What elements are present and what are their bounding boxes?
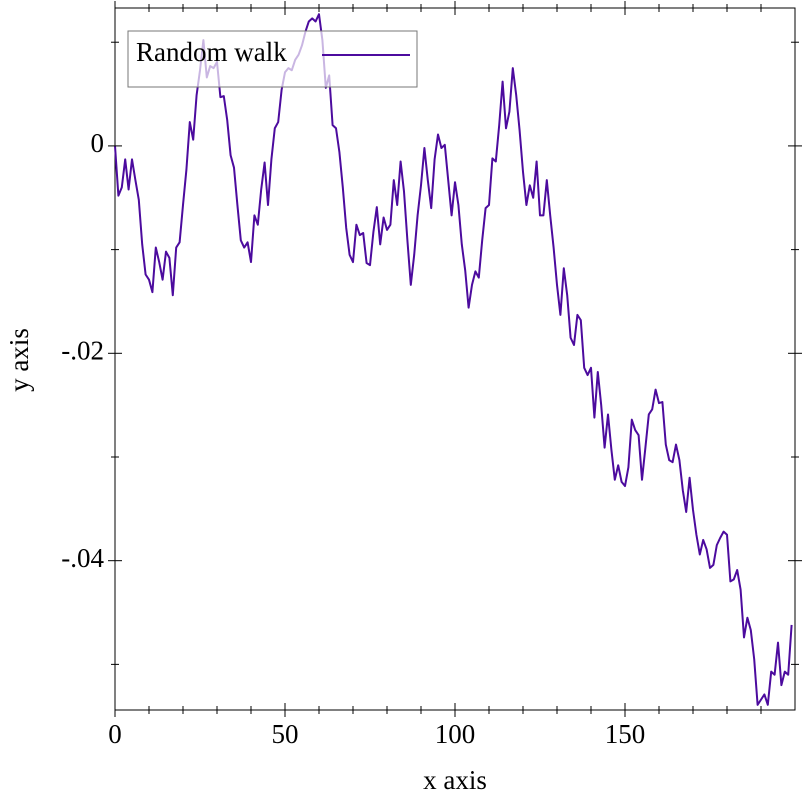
y-tick-label: -.02	[61, 336, 104, 366]
legend-label: Random walk	[136, 37, 287, 67]
legend-box	[127, 30, 418, 88]
x-tick-label: 0	[108, 719, 122, 749]
y-tick-label: 0	[91, 128, 105, 158]
plot-frame	[114, 7, 796, 711]
data-line	[114, 13, 793, 706]
x-axis-label: x axis	[423, 765, 487, 795]
x-tick-label: 50	[272, 719, 299, 749]
y-axis-label: y axis	[4, 328, 34, 392]
y-tick-label: -.04	[61, 543, 104, 573]
x-tick-label: 150	[605, 719, 646, 749]
legend: Random walk	[127, 30, 418, 88]
x-tick-label: 100	[435, 719, 476, 749]
